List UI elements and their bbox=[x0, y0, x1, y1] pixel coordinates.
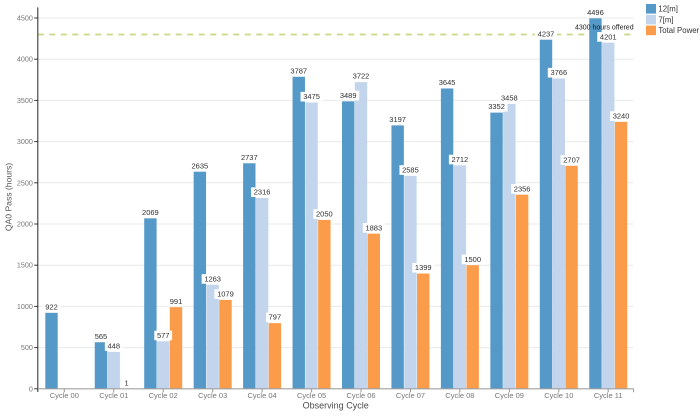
svg-text:3352: 3352 bbox=[488, 102, 505, 111]
svg-text:4496: 4496 bbox=[587, 8, 604, 17]
svg-text:Cycle 07: Cycle 07 bbox=[396, 391, 425, 400]
svg-text:4237: 4237 bbox=[538, 29, 555, 38]
svg-text:2000: 2000 bbox=[17, 220, 33, 229]
svg-text:2356: 2356 bbox=[514, 184, 531, 193]
svg-text:Cycle 08: Cycle 08 bbox=[445, 391, 474, 400]
svg-text:1000: 1000 bbox=[17, 302, 33, 311]
svg-text:565: 565 bbox=[95, 332, 108, 341]
svg-text:Observing Cycle: Observing Cycle bbox=[303, 401, 369, 411]
svg-text:2712: 2712 bbox=[452, 155, 469, 164]
svg-text:3475: 3475 bbox=[303, 92, 320, 101]
svg-text:991: 991 bbox=[170, 297, 183, 306]
svg-text:3722: 3722 bbox=[353, 72, 370, 81]
svg-text:Cycle 04: Cycle 04 bbox=[248, 391, 277, 400]
svg-text:448: 448 bbox=[107, 341, 120, 350]
svg-text:Cycle 00: Cycle 00 bbox=[50, 391, 79, 400]
svg-text:Cycle 03: Cycle 03 bbox=[198, 391, 227, 400]
svg-text:12[m]: 12[m] bbox=[658, 5, 678, 14]
svg-text:2500: 2500 bbox=[17, 178, 33, 187]
svg-text:Total Power: Total Power bbox=[658, 26, 699, 35]
svg-text:2585: 2585 bbox=[402, 165, 419, 174]
svg-text:Cycle 06: Cycle 06 bbox=[346, 391, 375, 400]
svg-text:1263: 1263 bbox=[204, 274, 221, 283]
svg-text:Cycle 09: Cycle 09 bbox=[495, 391, 524, 400]
svg-text:922: 922 bbox=[45, 302, 58, 311]
svg-text:1500: 1500 bbox=[17, 261, 33, 270]
svg-text:2635: 2635 bbox=[192, 161, 209, 170]
svg-text:Cycle 10: Cycle 10 bbox=[544, 391, 573, 400]
svg-text:4300 hours offered: 4300 hours offered bbox=[575, 24, 634, 31]
svg-text:2069: 2069 bbox=[142, 208, 159, 217]
svg-text:Cycle 01: Cycle 01 bbox=[99, 391, 128, 400]
svg-text:1500: 1500 bbox=[464, 255, 481, 264]
svg-text:2316: 2316 bbox=[254, 188, 271, 197]
svg-text:QA0 Pass (hours): QA0 Pass (hours) bbox=[4, 163, 14, 231]
svg-text:Cycle 02: Cycle 02 bbox=[149, 391, 178, 400]
svg-text:1883: 1883 bbox=[365, 223, 382, 232]
svg-text:3000: 3000 bbox=[17, 137, 33, 146]
svg-text:Cycle 05: Cycle 05 bbox=[297, 391, 326, 400]
svg-text:4500: 4500 bbox=[17, 14, 33, 23]
svg-text:3489: 3489 bbox=[340, 91, 357, 100]
svg-text:3500: 3500 bbox=[17, 96, 33, 105]
svg-text:500: 500 bbox=[21, 343, 33, 352]
svg-text:4000: 4000 bbox=[17, 55, 33, 64]
svg-text:1079: 1079 bbox=[217, 290, 234, 299]
svg-text:2707: 2707 bbox=[563, 155, 580, 164]
svg-text:577: 577 bbox=[157, 331, 170, 340]
svg-text:797: 797 bbox=[269, 313, 282, 322]
svg-text:3766: 3766 bbox=[550, 68, 567, 77]
svg-text:1399: 1399 bbox=[415, 263, 432, 272]
svg-text:3240: 3240 bbox=[613, 111, 630, 120]
svg-text:0: 0 bbox=[29, 384, 33, 393]
svg-text:3197: 3197 bbox=[389, 115, 406, 124]
svg-text:3645: 3645 bbox=[439, 78, 456, 87]
svg-text:3458: 3458 bbox=[501, 93, 518, 102]
svg-text:4201: 4201 bbox=[600, 32, 617, 41]
svg-text:7[m]: 7[m] bbox=[658, 15, 673, 24]
svg-text:3787: 3787 bbox=[290, 66, 307, 75]
svg-text:2050: 2050 bbox=[316, 209, 333, 218]
svg-text:1: 1 bbox=[124, 378, 128, 387]
svg-text:2737: 2737 bbox=[241, 153, 258, 162]
svg-text:Cycle 11: Cycle 11 bbox=[594, 391, 623, 400]
